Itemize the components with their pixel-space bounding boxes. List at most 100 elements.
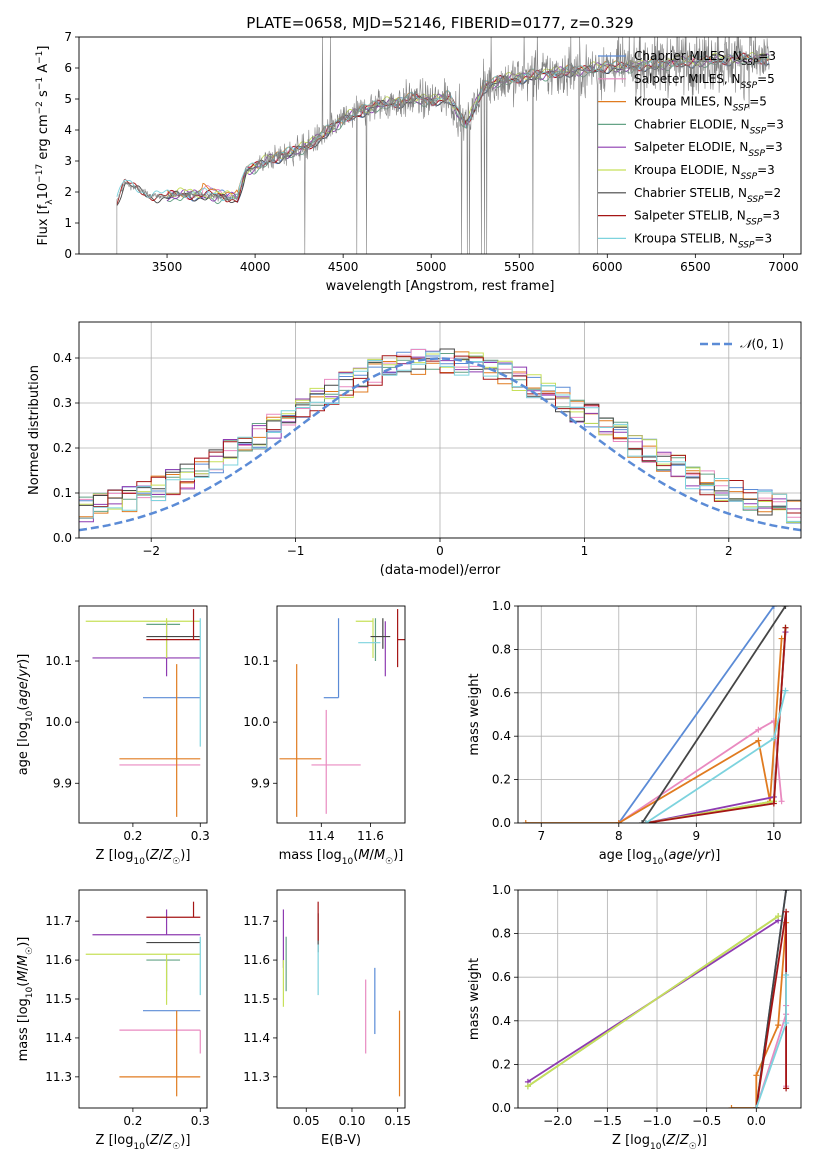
label-part: 10 bbox=[342, 857, 354, 867]
label-part: ( bbox=[353, 848, 358, 863]
y-tick-label: 9.9 bbox=[251, 776, 270, 790]
x-tick-label: 0.3 bbox=[191, 829, 210, 843]
x-axis-label: wavelength [Angstrom, rest frame] bbox=[326, 279, 555, 294]
errorbar-point bbox=[119, 1029, 201, 1054]
label-part: mass [log bbox=[279, 848, 342, 863]
x-axis-label: age [log10(age/yr)] bbox=[599, 848, 721, 867]
plot-layer: 3500 4000 4500 5000 5500 6000 6500 7000 0 1 2 3 4 5 6 7… bbox=[16, 30, 802, 1152]
label-part: ( bbox=[661, 1133, 666, 1148]
figure-title: PLATE=0658, MJD=52146, FIBERID=0177, z=0… bbox=[246, 14, 633, 32]
label-part: )] bbox=[393, 848, 403, 863]
x-tick-label: −2 bbox=[142, 544, 160, 558]
label-part: M bbox=[374, 848, 385, 863]
errorbar-point bbox=[146, 959, 181, 992]
y-tick-label: 0.2 bbox=[492, 773, 511, 787]
x-tick-label: 6500 bbox=[680, 260, 711, 274]
x-tick-label: 11.6 bbox=[357, 829, 384, 843]
y-tick-label: 0.0 bbox=[492, 1101, 511, 1115]
label-part: Salpeter STELIB, N bbox=[634, 209, 746, 223]
y-tick-label: 1.0 bbox=[492, 883, 511, 897]
mass-weight-marker bbox=[753, 1105, 760, 1108]
y-axis-label: mass [log10(M/M☉)] bbox=[16, 937, 35, 1062]
y-tick-label: 3 bbox=[64, 154, 72, 168]
x-tick-label: 0.15 bbox=[384, 1114, 411, 1128]
errorbar-point bbox=[146, 901, 201, 918]
observed-spectrum-line bbox=[116, 37, 770, 254]
panel-Z_vs_weight: −2.0 −1.5 −1.0 −0.5 0.0 0.0 0.2 0.4 0.6 0.8 1.0 Z [… bbox=[467, 883, 802, 1152]
errorbar-point bbox=[323, 618, 340, 699]
mass-weight-line bbox=[525, 638, 783, 823]
axes-frame bbox=[78, 36, 802, 255]
y-tick-label: 11.3 bbox=[45, 1070, 72, 1084]
mass-weight-marker bbox=[728, 1105, 735, 1108]
legend-label: Chabrier STELIB, NSSP=2 bbox=[634, 186, 781, 205]
legend-label: Salpeter STELIB, NSSP=3 bbox=[634, 209, 780, 228]
mass-weight-marker bbox=[770, 606, 777, 609]
x-tick-label: 7 bbox=[537, 829, 545, 843]
label-part: SSP bbox=[741, 81, 758, 91]
label-part: / bbox=[16, 965, 31, 970]
label-part: 10 bbox=[25, 986, 35, 998]
label-part: wavelength [Angstrom, rest frame] bbox=[326, 279, 555, 294]
y-tick-label: 10.0 bbox=[45, 715, 72, 729]
plot-area bbox=[79, 322, 801, 538]
mass-weight-marker bbox=[755, 726, 762, 733]
label-part: ☉ bbox=[689, 1142, 697, 1152]
residual-histogram-step bbox=[79, 355, 801, 519]
label-part: )] bbox=[710, 848, 720, 863]
label-part: / bbox=[159, 1133, 164, 1148]
mass-weight-marker bbox=[778, 635, 785, 642]
label-part: Z bbox=[149, 1133, 160, 1148]
x-tick-label: −1 bbox=[287, 544, 305, 558]
label-part: SSP bbox=[747, 195, 764, 205]
y-tick-label: 1.0 bbox=[492, 599, 511, 613]
y-tick-label: 11.5 bbox=[243, 992, 270, 1006]
label-part: ( bbox=[145, 1133, 150, 1148]
errorbar-point bbox=[146, 609, 201, 641]
label-part: 10 bbox=[36, 183, 51, 200]
errorbar-point bbox=[355, 618, 374, 658]
x-tick-label: 8 bbox=[615, 829, 623, 843]
x-tick-label: 3500 bbox=[152, 260, 183, 274]
y-tick-label: 11.6 bbox=[45, 953, 72, 967]
label-part: −2 bbox=[35, 101, 45, 114]
errorbar-point bbox=[119, 1010, 201, 1097]
label-part: Chabrier MILES, N bbox=[634, 49, 742, 63]
x-axis-label: mass [log10(M/M☉)] bbox=[279, 848, 404, 867]
label-part: −1 bbox=[35, 77, 45, 90]
y-tick-label: 0.2 bbox=[492, 1057, 511, 1071]
label-part: =3 bbox=[766, 117, 784, 131]
label-part: =3 bbox=[762, 209, 780, 223]
legend-label: Salpeter MILES, NSSP=5 bbox=[634, 72, 775, 91]
label-part: Z bbox=[679, 1133, 690, 1148]
mass-weight-marker bbox=[783, 908, 790, 915]
label-part: Z bbox=[666, 1133, 677, 1148]
y-tick-label: 0.4 bbox=[53, 351, 72, 365]
label-part: 𝒩 bbox=[740, 337, 755, 351]
errorbar-point bbox=[279, 664, 322, 817]
plot-area bbox=[282, 901, 401, 1097]
y-tick-label: 6 bbox=[64, 61, 72, 75]
mass-weight-marker bbox=[770, 735, 777, 742]
y-axis-label: mass weight bbox=[467, 673, 482, 755]
legend-label: Salpeter ELODIE, NSSP=3 bbox=[634, 140, 783, 159]
label-part: ☉ bbox=[172, 857, 180, 867]
y-tick-label: 11.4 bbox=[45, 1031, 72, 1045]
x-tick-label: 0.0 bbox=[747, 1114, 766, 1128]
label-part: ( bbox=[16, 982, 31, 987]
mass-weight-marker bbox=[775, 1022, 782, 1029]
y-tick-label: 0.1 bbox=[53, 486, 72, 500]
plot-area bbox=[85, 901, 201, 1097]
label-part: / bbox=[370, 848, 375, 863]
y-tick-label: 0.0 bbox=[492, 816, 511, 830]
errorbar-point bbox=[397, 609, 405, 668]
x-tick-label: −2.0 bbox=[543, 1114, 572, 1128]
plot-area bbox=[518, 890, 801, 1108]
label-part: / bbox=[159, 848, 164, 863]
mass-weight-marker bbox=[522, 820, 529, 823]
x-tick-label: 2 bbox=[725, 544, 733, 558]
label-part: λ bbox=[45, 199, 55, 205]
label-part: A bbox=[36, 64, 51, 77]
x-axis-label: Z [log10(Z/Z☉)] bbox=[96, 848, 191, 867]
